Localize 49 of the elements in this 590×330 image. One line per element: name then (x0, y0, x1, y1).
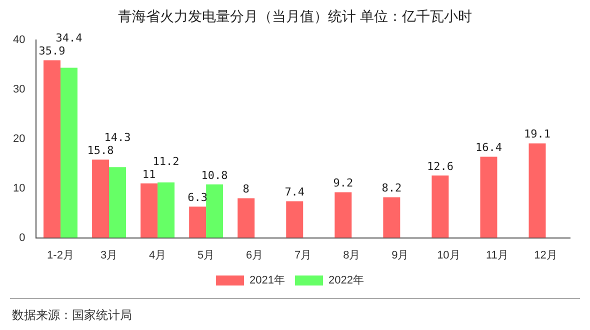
bar (383, 197, 400, 238)
data-label: 14.3 (104, 131, 131, 144)
y-tick-label: 20 (12, 132, 26, 145)
y-tick-label: 40 (12, 34, 26, 46)
data-label: 16.4 (475, 141, 502, 154)
y-tick-label: 10 (12, 182, 26, 194)
x-tick-label: 9月 (392, 249, 409, 262)
bar (158, 182, 175, 238)
data-label: 8 (242, 182, 250, 196)
chart-title: 青海省火力发电量分月（当月值）统计 单位：亿千瓦小时 (116, 8, 474, 26)
bar (528, 143, 546, 238)
x-tick-label: 4月 (148, 249, 166, 262)
x-tick-label: 11月 (486, 249, 508, 262)
y-tick-label: 30 (12, 83, 26, 96)
bar (334, 192, 352, 238)
bar (432, 175, 449, 238)
source-note: 数据来源：国家统计局 (12, 307, 132, 324)
data-label: 11.2 (152, 154, 180, 168)
bar (92, 160, 110, 238)
bar (60, 68, 78, 238)
bar (480, 156, 498, 238)
data-label: 9.2 (333, 176, 354, 190)
x-tick-label: 3月 (100, 249, 118, 262)
bar (109, 167, 126, 238)
legend-label: 2021年 (250, 274, 286, 287)
y-tick-label: 0 (19, 232, 26, 244)
x-tick-label: 8月 (343, 249, 360, 262)
bar (206, 184, 224, 238)
x-tick-label: 7月 (294, 249, 312, 262)
data-label: 11 (142, 168, 156, 181)
x-tick-label: 12月 (534, 249, 558, 262)
bar (286, 201, 304, 238)
bar (44, 60, 60, 238)
bar (238, 198, 255, 238)
x-tick-label: 1-2月 (47, 249, 74, 262)
bar (189, 206, 206, 238)
x-tick-label: 10月 (437, 249, 460, 262)
data-label: 35.9 (38, 44, 66, 58)
x-tick-label: 6月 (246, 249, 264, 262)
bar (140, 183, 158, 238)
data-label: 10.8 (201, 168, 228, 182)
data-label: 7.4 (284, 186, 305, 199)
x-tick-label: 5月 (198, 249, 215, 262)
data-label: 12.6 (426, 160, 454, 173)
data-label: 8.2 (382, 182, 402, 195)
data-label: 19.1 (524, 128, 550, 141)
data-label: 15.8 (87, 144, 114, 158)
data-label: 34.4 (56, 32, 83, 45)
legend-label: 2022年 (328, 274, 364, 287)
